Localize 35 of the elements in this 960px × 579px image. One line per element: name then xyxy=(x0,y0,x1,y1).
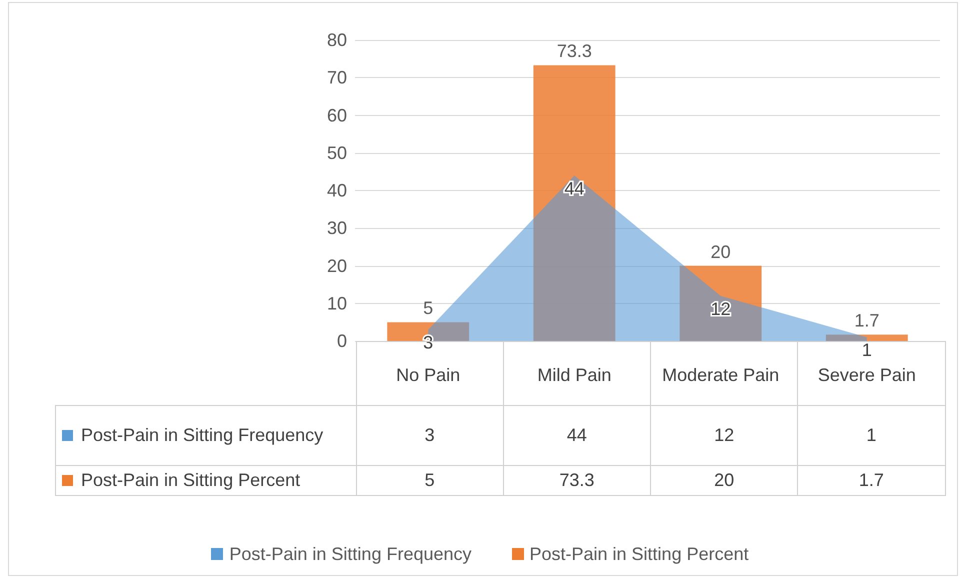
y-tick-label: 30 xyxy=(326,218,347,238)
y-tick-label: 60 xyxy=(326,105,347,126)
bar xyxy=(680,266,762,341)
text: 20 xyxy=(710,242,731,262)
data-label: 5 xyxy=(356,466,504,496)
x-tick-label: No Pain xyxy=(396,365,460,385)
x-tick-label: Mild Pain xyxy=(537,365,612,385)
text: 1.7 xyxy=(854,310,880,331)
text: 5 xyxy=(423,298,434,318)
x-tick-label: Severe Pain xyxy=(818,365,916,385)
data-label: 12 xyxy=(650,406,798,466)
legend-label: Post-Pain in Sitting Percent xyxy=(56,466,356,496)
x-tick-label: Moderate Pain xyxy=(662,365,780,385)
y-tick-label: 50 xyxy=(326,142,347,163)
data-label: 73.3 xyxy=(503,466,650,496)
text: 73.3 xyxy=(556,41,592,62)
bar xyxy=(533,65,616,341)
text: 1 xyxy=(862,340,872,360)
y-tick-label: 70 xyxy=(326,68,347,88)
y-tick-label: 20 xyxy=(326,256,347,276)
y-tick-label: 80 xyxy=(326,30,347,50)
text: Post-Pain in Sitting Frequency xyxy=(229,544,472,564)
bar xyxy=(826,334,908,341)
y-tick-label: 10 xyxy=(326,293,347,314)
data-label: 3 xyxy=(356,406,504,466)
text: Post-Pain in Sitting Percent xyxy=(530,544,749,564)
data-label: 44 xyxy=(503,406,650,466)
text: 12 xyxy=(710,298,731,319)
text: 44 xyxy=(564,178,584,198)
data-label: 1 xyxy=(798,406,945,466)
legend-label: Post-Pain in Sitting Frequency xyxy=(56,406,356,466)
data-label: 1.7 xyxy=(798,466,945,496)
y-tick-label: 0 xyxy=(336,331,347,351)
y-tick-label: 40 xyxy=(326,180,347,200)
data-label: 20 xyxy=(650,466,798,496)
